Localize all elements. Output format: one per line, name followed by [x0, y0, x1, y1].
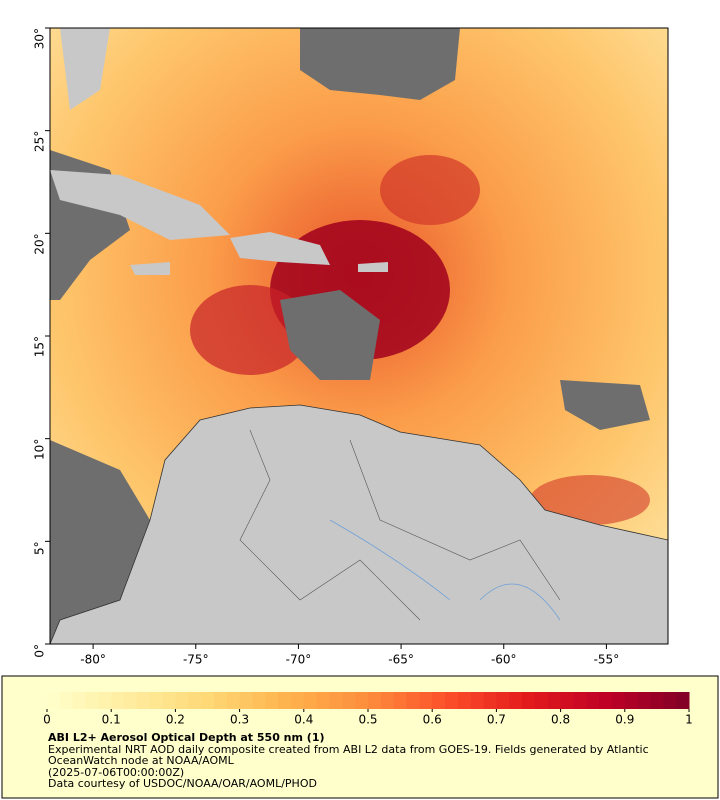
y-tick-label: 0° — [33, 644, 47, 658]
colorbar-bin — [136, 692, 151, 709]
colorbar-bin — [393, 692, 408, 709]
colorbar-bin — [599, 692, 613, 709]
x-tick-label: -80° — [80, 653, 106, 667]
colorbar-tick-label: 0.7 — [487, 713, 506, 727]
legend-title: ABI L2+ Aerosol Optical Depth at 550 nm … — [48, 731, 325, 744]
x-tick-label: -60° — [491, 653, 517, 667]
timestamp: (2025-07-06T00:00:00Z) — [48, 765, 185, 779]
aod-hotspot — [190, 285, 310, 375]
colorbar-bin — [380, 692, 395, 709]
colorbar-bin — [226, 692, 241, 709]
colorbar-tick-label: 0.5 — [358, 713, 377, 727]
colorbar-bin — [85, 692, 99, 709]
y-tick-label: 20° — [33, 233, 47, 254]
aod-hotspot — [530, 475, 650, 525]
colorbar: 0 0.1 0.2 0.3 0.4 0.5 0.6 0.7 0.8 0.9 1 — [43, 692, 693, 727]
axes: -80° -75° -70° -65° -60° -55° 0° 5° 10° 15° 20° 25°… — [33, 27, 620, 667]
description: Experimental NRT AOD daily composite cre… — [48, 742, 649, 767]
colorbar-tick-label: 0.6 — [423, 713, 442, 727]
colorbar-bin — [239, 692, 253, 709]
x-tick-label: -65° — [388, 653, 414, 667]
colorbar-bin — [98, 692, 112, 709]
colorbar-bin — [355, 692, 369, 709]
y-tick-label: 10° — [33, 439, 47, 460]
colorbar-bin — [213, 692, 228, 709]
colorbar-bin — [586, 692, 600, 709]
colorbar-bin — [329, 692, 343, 709]
colorbar-bin — [457, 692, 472, 709]
aod-hotspot — [380, 155, 480, 225]
colorbar-bin — [611, 692, 626, 709]
colorbar-bin — [445, 692, 459, 709]
colorbar-bin — [560, 692, 574, 709]
y-tick-label: 30° — [33, 28, 47, 49]
colorbar-bin — [303, 692, 318, 709]
colorbar-bin — [252, 692, 266, 709]
colorbar-tick-label: 0.9 — [615, 713, 634, 727]
colorbar-bin — [124, 692, 138, 709]
colorbar-bin — [111, 692, 125, 709]
colorbar-tick-label: 0 — [43, 713, 51, 727]
colorbar-bin — [470, 692, 485, 709]
colorbar-bin — [59, 692, 74, 709]
rivers — [329, 519, 561, 621]
colorbar-bin — [509, 692, 523, 709]
x-tick-label: -70° — [286, 653, 312, 667]
notes: ABI L2+ Aerosol Optical Depth at 550 nm … — [48, 732, 673, 790]
no-data — [300, 28, 460, 100]
colorbar-tick-label: 0.2 — [166, 713, 185, 727]
y-tick-label: 25° — [33, 131, 47, 152]
borders — [239, 429, 561, 621]
colorbar-bin — [72, 692, 87, 709]
colorbar-bin — [316, 692, 330, 709]
colorbar-tick-label: 0.1 — [102, 713, 121, 727]
colorbar-tick-label: 0.4 — [294, 713, 313, 727]
colorbar-bin — [496, 692, 510, 709]
land — [60, 28, 110, 110]
colorbar-bin — [637, 692, 651, 709]
colorbar-bin — [483, 692, 497, 709]
no-data — [280, 290, 380, 380]
colorbar-bin — [201, 692, 215, 709]
colorbar-bin — [547, 692, 562, 709]
colorbar-bin — [522, 692, 536, 709]
land — [358, 262, 388, 272]
land — [130, 262, 170, 275]
colorbar-bin — [676, 692, 690, 709]
credit: Data courtesy of USDOC/NOAA/OAR/AOML/PHO… — [48, 777, 317, 790]
colorbar-bin — [650, 692, 664, 709]
colorbar-bin — [188, 692, 202, 709]
colorbar-bin — [534, 692, 549, 709]
colorbar-bin — [47, 692, 61, 709]
colorbar-bin — [368, 692, 382, 709]
y-tick-label: 5° — [33, 541, 47, 555]
colorbar-bin — [663, 692, 677, 709]
colorbar-bin — [624, 692, 639, 709]
colorbar-tick-label: 0.3 — [230, 713, 249, 727]
x-tick-label: -55° — [594, 653, 620, 667]
colorbar-tick-label: 1 — [685, 713, 693, 727]
colorbar-bin — [162, 692, 176, 709]
land — [230, 232, 330, 265]
map-field — [50, 28, 668, 644]
colorbar-bin — [278, 692, 292, 709]
colorbar-bin — [149, 692, 164, 709]
no-data — [50, 440, 150, 644]
colorbar-tick-label: 0.8 — [551, 713, 570, 727]
colorbar-bin — [406, 692, 420, 709]
land — [50, 170, 230, 240]
colorbar-bin — [573, 692, 587, 709]
no-data — [560, 380, 650, 430]
y-tick-label: 15° — [33, 336, 47, 357]
colorbar-bin — [419, 692, 433, 709]
x-tick-label: -75° — [183, 653, 209, 667]
colorbar-bin — [290, 692, 305, 709]
colorbar-bin — [432, 692, 446, 709]
colorbar-bin — [265, 692, 279, 709]
colorbar-bin — [175, 692, 189, 709]
colorbar-bin — [342, 692, 356, 709]
